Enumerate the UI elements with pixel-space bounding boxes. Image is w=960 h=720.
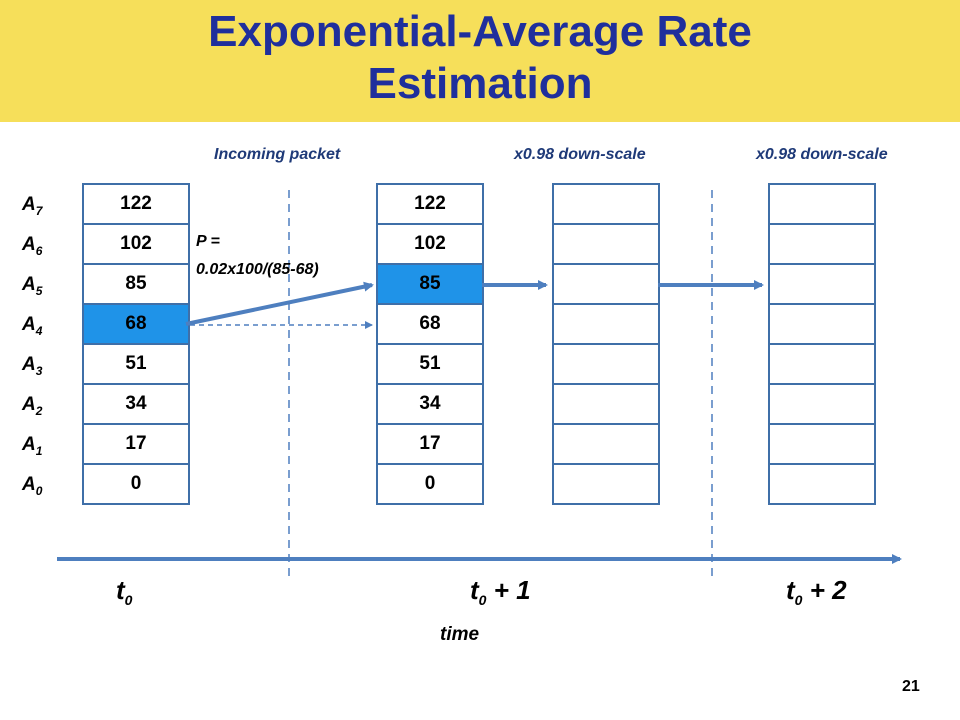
bucket-cell: 51: [378, 345, 482, 385]
row-label-subscript: 0: [35, 483, 43, 498]
time-tick-suffix: + 1: [486, 575, 531, 605]
time-tick-subscript: 0: [794, 592, 803, 609]
row-label-letter: A: [22, 394, 36, 415]
bucket-cell: [554, 425, 658, 465]
bucket-cell: [770, 425, 874, 465]
time-tick-1: t0 + 1: [470, 575, 531, 608]
row-label-letter: A: [22, 474, 36, 495]
bucket-cell: 17: [378, 425, 482, 465]
row-label-2: A2: [22, 385, 58, 425]
time-tick-base: t: [470, 575, 479, 605]
bucket-cell: [554, 345, 658, 385]
bucket-cell: [770, 385, 874, 425]
time-tick-suffix: + 2: [802, 575, 847, 605]
row-label-1: A1: [22, 425, 58, 465]
time-tick-0: t0: [116, 575, 132, 608]
row-label-letter: A: [22, 194, 36, 215]
bucket-cell: 102: [378, 225, 482, 265]
bucket-cell: 17: [84, 425, 188, 465]
bucket-cell: 34: [378, 385, 482, 425]
row-label-5: A5: [22, 265, 58, 305]
bucket-cell-highlighted: 85: [378, 265, 482, 305]
row-label-letter: A: [22, 354, 36, 375]
row-label-7: A7: [22, 185, 58, 225]
bucket-cell: [770, 265, 874, 305]
bucket-column-4: [768, 183, 876, 505]
row-label-subscript: 4: [35, 323, 43, 338]
bucket-cell: [554, 185, 658, 225]
bucket-cell: 122: [84, 185, 188, 225]
time-tick-subscript: 0: [124, 592, 133, 609]
probability-line-1: P =: [196, 233, 220, 250]
bucket-cell: 0: [378, 465, 482, 505]
downscale-label-2: x0.98 down-scale: [756, 146, 888, 163]
bucket-column-2: 122 102 85 68 51 34 17 0: [376, 183, 484, 505]
slide-title-line-1: Exponential-Average Rate: [208, 7, 752, 56]
bucket-cell: 122: [378, 185, 482, 225]
row-label-subscript: 6: [35, 243, 43, 258]
transition-arrow: [185, 281, 374, 326]
row-label-6: A6: [22, 225, 58, 265]
bucket-cell: [770, 345, 874, 385]
time-tick-2: t0 + 2: [786, 575, 847, 608]
bucket-cell: [770, 465, 874, 505]
page-number: 21: [902, 678, 920, 695]
bucket-cell: 102: [84, 225, 188, 265]
bucket-column-1: 122 102 85 68 51 34 17 0: [82, 183, 190, 505]
probability-line-2: 0.02x100/(85-68): [196, 261, 319, 278]
slide-title: Exponential-Average Rate Estimation: [0, 6, 960, 110]
row-label-letter: A: [22, 434, 36, 455]
bucket-cell: [554, 225, 658, 265]
bucket-cell: [554, 305, 658, 345]
bucket-cell: 34: [84, 385, 188, 425]
slide-title-line-2: Estimation: [367, 59, 593, 108]
row-label-subscript: 3: [35, 363, 43, 378]
bucket-cell: [770, 225, 874, 265]
time-axis-label: time: [440, 624, 480, 645]
bucket-cell: 68: [378, 305, 482, 345]
row-label-subscript: 5: [35, 283, 43, 298]
bucket-cell-highlighted: 68: [84, 305, 188, 345]
bucket-cell: [554, 385, 658, 425]
row-label-letter: A: [22, 234, 36, 255]
bucket-cell: [554, 465, 658, 505]
row-label-letter: A: [22, 274, 36, 295]
downscale-label-1: x0.98 down-scale: [514, 146, 646, 163]
title-band: [0, 0, 960, 122]
incoming-packet-label: Incoming packet: [214, 146, 341, 163]
bucket-column-3: [552, 183, 660, 505]
time-tick-base: t: [116, 575, 125, 605]
bucket-cell: 51: [84, 345, 188, 385]
row-label-subscript: 7: [35, 203, 43, 218]
bucket-cell: [770, 185, 874, 225]
row-label-3: A3: [22, 345, 58, 385]
probability-formula: P = 0.02x100/(85-68): [196, 228, 319, 284]
time-tick-base: t: [786, 575, 795, 605]
row-label-subscript: 1: [35, 443, 43, 458]
row-label-letter: A: [22, 314, 36, 335]
bucket-cell: 0: [84, 465, 188, 505]
bucket-cell: 85: [84, 265, 188, 305]
time-tick-subscript: 0: [478, 592, 487, 609]
row-label-subscript: 2: [35, 403, 43, 418]
row-label-4: A4: [22, 305, 58, 345]
row-label-0: A0: [22, 465, 58, 505]
bucket-cell: [554, 265, 658, 305]
bucket-cell: [770, 305, 874, 345]
